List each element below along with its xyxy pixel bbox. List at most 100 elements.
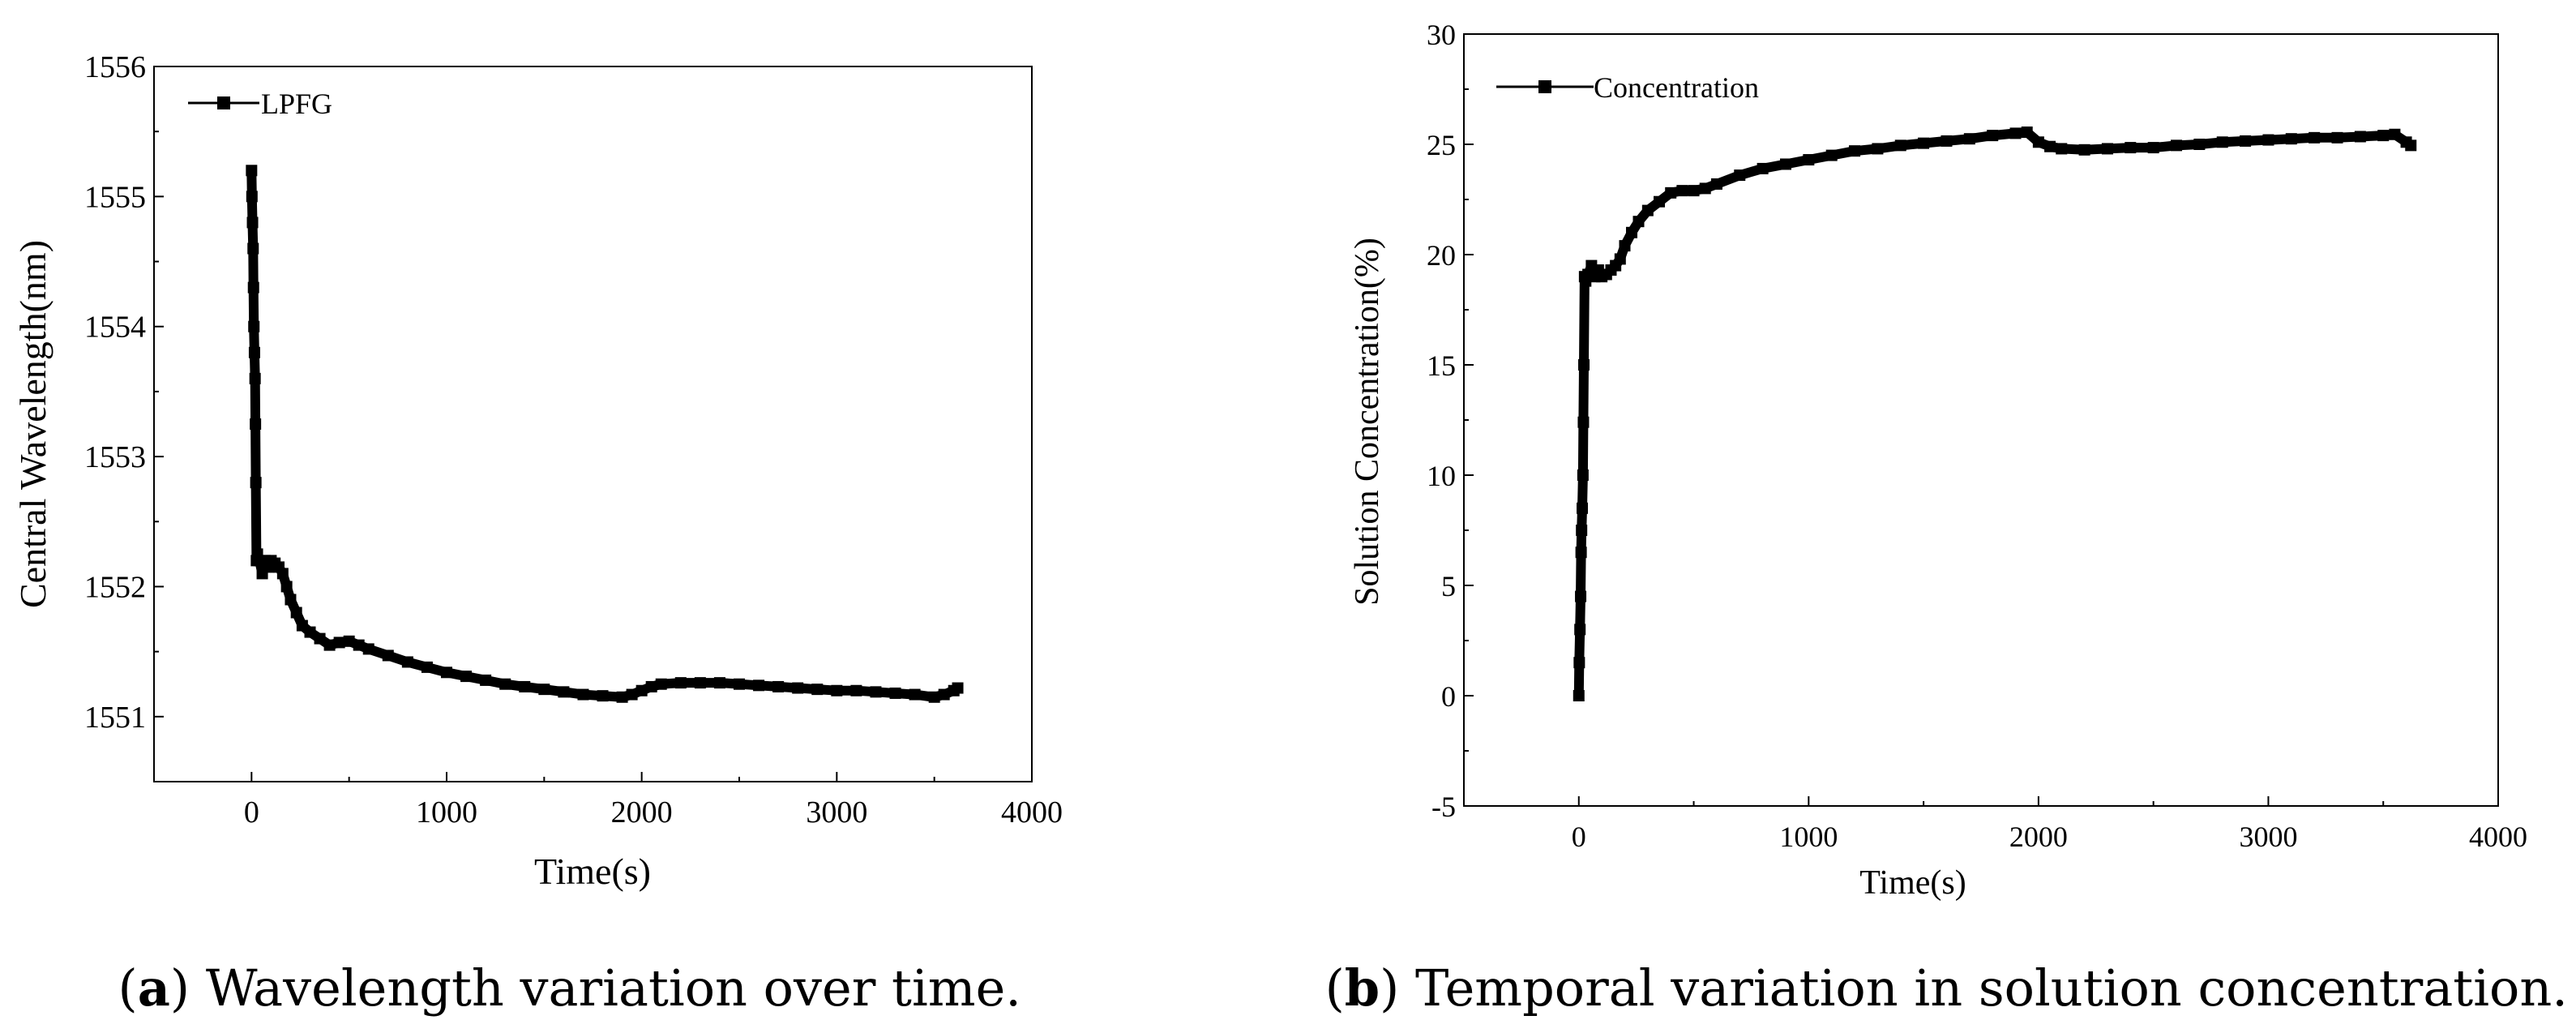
chart-b-data-point: [2240, 135, 2252, 147]
chart-b-data-point: [1941, 135, 1953, 147]
chart-b-x-tick-label: 1000: [1779, 821, 1838, 853]
chart-a-data-point: [362, 643, 374, 655]
chart-b-y-tick-label: 20: [1427, 239, 1456, 272]
chart-a-legend: LPFG: [188, 88, 332, 120]
chart-a-data-point: [248, 320, 260, 332]
chart-a-data-point: [831, 684, 843, 697]
chart-b-data-point: [2147, 142, 2159, 154]
chart-b-y-tick-label: 30: [1427, 19, 1456, 51]
chart-b-data-point: [1918, 137, 1930, 149]
chart-b-x-tick-label: 2000: [2009, 821, 2068, 853]
chart-b-data-point: [2389, 128, 2401, 140]
chart-b-data-point: [2377, 130, 2390, 142]
chart-a-caption-text: ) Wavelength variation over time.: [170, 958, 1021, 1018]
chart-b-caption: (b) Temporal variation in solution conce…: [1325, 958, 2568, 1018]
chart-b-data-point: [1632, 216, 1645, 228]
chart-a-data-point: [323, 639, 336, 651]
chart-a-series-line: [246, 165, 963, 702]
chart-b-data-point: [2032, 136, 2044, 148]
chart-b-data-point: [1699, 182, 1711, 195]
chart-b-y-axis-title: Solution Concentration(%): [1349, 238, 1386, 606]
chart-b-data-point: [2216, 136, 2228, 148]
chart-b-legend-marker: [1538, 80, 1551, 93]
chart-a-data-point: [674, 677, 687, 689]
chart-a-y-tick-label: 1552: [84, 570, 146, 604]
chart-a-data-point: [928, 691, 940, 703]
chart-b-legend-label: Concentration: [1594, 71, 1759, 104]
chart-a-data-point: [460, 671, 473, 683]
chart-b-data-point: [2101, 143, 2113, 155]
chart-a-y-tick-label: 1553: [84, 440, 146, 474]
chart-b-caption-text: ) Temporal variation in solution concent…: [1380, 958, 2568, 1018]
chart-b-legend: Concentration: [1496, 71, 1759, 104]
chart-b-data-point: [1688, 185, 1700, 197]
chart-a-data-point: [952, 682, 964, 694]
chart-a-data-point: [616, 691, 628, 703]
chart-a-data-point: [753, 679, 765, 692]
chart-a-data-point: [246, 191, 258, 203]
chart-a-y-tick-label: 1554: [84, 311, 146, 345]
chart-a-caption: (a) Wavelength variation over time.: [118, 958, 1021, 1018]
chart-b-data-point: [2285, 133, 2297, 145]
chart-b-data-point: [1577, 416, 1590, 428]
chart-a-x-tick-label: 2000: [611, 795, 673, 829]
chart-a-data-point: [499, 678, 511, 690]
chart-b-data-point: [1849, 145, 1861, 157]
chart-a-data-point: [290, 607, 302, 619]
chart-b-concentration: Concentration 0 1000 2000 3000 4000 -5 0 5 10 15…: [1325, 19, 2568, 1018]
chart-b-data-point: [1734, 169, 1746, 182]
chart-b-y-tick-label: -5: [1431, 791, 1456, 823]
chart-b-data-point: [1641, 204, 1654, 216]
chart-a-caption-open: (: [118, 958, 138, 1018]
chart-a-data-point: [276, 568, 289, 580]
chart-a-data-point: [577, 688, 589, 701]
chart-a-data-point: [480, 674, 492, 686]
chart-b-data-point: [1779, 158, 1791, 170]
chart-a-data-point: [635, 684, 648, 697]
chart-b-data-point: [1573, 690, 1585, 701]
chart-b-data-point: [2405, 139, 2417, 152]
chart-a-data-point: [314, 632, 326, 645]
chart-b-caption-open: (: [1325, 958, 1345, 1018]
chart-b-data-point: [2354, 131, 2366, 143]
chart-a-data-point: [343, 635, 355, 647]
chart-b-data-point: [1710, 178, 1722, 190]
chart-b-data-point: [1577, 502, 1589, 514]
chart-a-data-point: [792, 682, 804, 694]
chart-a-data-point: [655, 678, 667, 690]
chart-a-data-point: [519, 680, 531, 692]
chart-b-data-point: [2309, 131, 2321, 144]
chart-a-y-tick-label: 1556: [84, 50, 146, 84]
chart-a-data-point: [870, 686, 882, 698]
chart-b-data-point: [1614, 253, 1626, 265]
chart-b-data-point: [2193, 139, 2206, 150]
chart-b-y-tick-label: 5: [1441, 570, 1456, 602]
chart-b-series-line: [1573, 127, 2416, 701]
chart-a-data-point: [626, 688, 638, 701]
chart-b-data-point: [1573, 657, 1585, 669]
chart-b-data-point: [1894, 139, 1906, 152]
chart-a-data-point: [249, 372, 261, 384]
chart-b-data-point: [2331, 131, 2343, 144]
chart-a-caption-label: a: [138, 958, 170, 1018]
chart-b-data-point: [2009, 127, 2022, 139]
chart-a-data-point: [246, 165, 258, 177]
chart-a-legend-label: LPFG: [261, 88, 332, 120]
chart-b-data-point: [1872, 143, 1884, 155]
chart-a-data-point: [353, 639, 365, 651]
chart-b-data-point: [1625, 226, 1637, 238]
chart-b-data-point: [1576, 525, 1588, 536]
chart-a-data-point: [247, 242, 259, 255]
chart-a-data-point: [909, 688, 921, 701]
chart-b-data-point: [1676, 185, 1688, 197]
chart-a-y-tick-label: 1555: [84, 180, 146, 214]
chart-a-data-point: [538, 684, 550, 696]
chart-b-data-point: [2078, 144, 2090, 156]
chart-b-data-point: [1987, 130, 1999, 142]
chart-a-data-point: [250, 477, 262, 489]
chart-a-x-tick-label: 0: [244, 795, 259, 829]
chart-b-data-point: [1577, 469, 1589, 481]
chart-b-data-point: [2125, 142, 2137, 154]
chart-b-data-point: [2044, 140, 2056, 152]
